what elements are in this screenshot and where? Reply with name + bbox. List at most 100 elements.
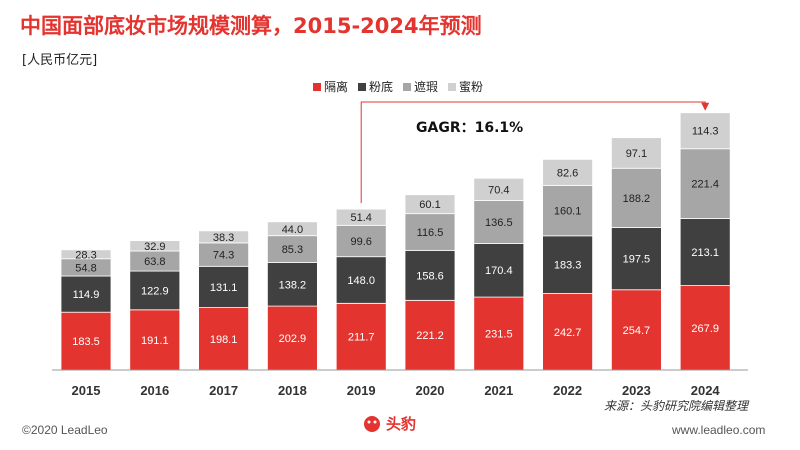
legend-swatch [448, 82, 457, 91]
data-label-2019-s3: 51.4 [350, 212, 371, 224]
bars-group: 183.5 114.9 54.828.3 191.1 122.9 63.8 32.9 198.… [60, 112, 731, 371]
bar-segment-2015-s1 [60, 275, 112, 313]
data-label-2024-s2: 221.4 [691, 179, 719, 191]
data-label-2023-s3: 97.1 [626, 148, 647, 160]
legend-item-foundation: 粉底 [358, 78, 393, 95]
bar-segment-2023-s3 [611, 137, 662, 169]
bar-segment-2019-s1 [335, 256, 387, 304]
bar-segment-2021-s1 [473, 243, 525, 298]
data-label-2021-s1: 170.4 [485, 265, 513, 277]
bar-segment-2017-s3 [198, 230, 250, 244]
legend-label: 遮瑕 [414, 80, 439, 94]
website-link[interactable]: www.leadleo.com [672, 423, 766, 437]
data-label-2016-s1: 122.9 [141, 285, 169, 297]
x-tick-label-2024: 2024 [691, 383, 721, 398]
data-label-2020-s1: 158.6 [416, 270, 444, 282]
data-label-2016-s2: 63.8 [144, 256, 165, 268]
data-label-2015-s1: 114.9 [73, 289, 100, 301]
source-note: 来源：头豹研究院编辑整理 [604, 399, 749, 413]
bar-segment-2019-s3 [335, 208, 387, 226]
legend-item-barrier: 隔离 [313, 78, 348, 95]
data-label-2020-s0: 221.2 [416, 330, 444, 342]
data-label-2023-s0: 254.7 [623, 325, 651, 337]
bar-segment-2021-s2 [473, 200, 525, 244]
data-label-2021-s0: 231.5 [485, 329, 513, 341]
data-label-2024-s1: 213.1 [691, 247, 719, 259]
bar-segment-2022-s2 [542, 184, 593, 237]
bar-segment-2020-s2 [404, 213, 456, 251]
x-tick-label-2015: 2015 [72, 383, 101, 398]
data-label-2021-s2: 136.5 [485, 217, 513, 229]
data-label-2017-s2: 74.3 [213, 250, 234, 262]
data-label-2018-s2: 85.3 [282, 244, 303, 256]
legend-swatch [358, 82, 367, 91]
bar-segment-2020-s3 [404, 194, 456, 215]
legend-label: 蜜粉 [459, 80, 484, 94]
data-label-2019-s0: 211.7 [348, 332, 375, 344]
cagr-annotation: GAGR：16.1% [416, 120, 523, 136]
legend-swatch [403, 82, 412, 91]
bar-segment-2016-s1 [129, 270, 181, 311]
data-label-2017-s0: 198.1 [210, 334, 238, 346]
data-label-2024-s3: 114.3 [692, 126, 719, 138]
bar-segment-2022-s1 [542, 235, 593, 294]
bar-segment-2023-s0 [611, 289, 662, 371]
data-label-2015-s3: 28.3 [75, 249, 96, 261]
bar-segment-2021-s0 [473, 296, 525, 371]
bar-segment-2024-s2 [679, 148, 731, 219]
data-label-2022-s0: 242.7 [554, 327, 582, 339]
bar-segment-2017-s1 [198, 265, 250, 308]
bar-segment-2024-s3 [679, 112, 731, 150]
bar-segment-2021-s3 [473, 177, 525, 201]
bar-segment-2017-s0 [198, 307, 250, 371]
bar-segment-2016-s3 [129, 240, 181, 252]
x-tick-label-2017: 2017 [209, 383, 238, 398]
data-label-2022-s1: 183.3 [554, 260, 582, 272]
data-label-2018-s3: 44.0 [282, 224, 303, 236]
data-label-2016-s3: 32.9 [144, 241, 165, 253]
bar-segment-2020-s0 [404, 299, 456, 371]
bar-segment-2018-s0 [266, 305, 318, 371]
logo-text: 头豹 [386, 415, 417, 433]
legend-label: 隔离 [324, 80, 349, 94]
bar-segment-2015-s3 [60, 249, 112, 260]
data-label-2022-s2: 160.1 [554, 206, 582, 218]
bar-segment-2018-s3 [266, 221, 318, 237]
brand-logo: 头豹 [362, 413, 416, 434]
cagr-arrow [360, 101, 710, 204]
x-tick-label-2018: 2018 [278, 383, 307, 398]
data-label-2021-s3: 70.4 [488, 184, 509, 196]
x-tick-label-2019: 2019 [347, 383, 376, 398]
data-label-2020-s2: 116.5 [417, 227, 444, 239]
data-label-2015-s2: 54.8 [75, 262, 96, 274]
data-label-2020-s3: 60.1 [419, 199, 440, 211]
legend-swatch [313, 82, 321, 91]
data-label-2019-s1: 148.0 [347, 275, 375, 287]
bar-segment-2022-s0 [542, 293, 593, 371]
bar-segment-2015-s0 [60, 311, 112, 371]
data-label-2019-s2: 99.6 [350, 236, 371, 248]
chart-title: 中国面部底妆市场规模测算，2015-2024年预测 [20, 14, 482, 38]
x-tick-label-2022: 2022 [553, 383, 582, 398]
bar-segment-2020-s1 [404, 249, 456, 301]
data-label-2016-s0: 191.1 [141, 335, 169, 347]
x-tick-label-2023: 2023 [622, 383, 651, 398]
x-tick-labels: 2015 2016 2017 2018 2019 2020 2021 2022 2023 2024 [72, 383, 721, 398]
legend: 隔离 粉底 遮瑕 蜜粉 [313, 78, 483, 95]
data-label-2024-s0: 267.9 [691, 323, 719, 335]
x-tick-label-2020: 2020 [416, 383, 445, 398]
bar-segment-2019-s2 [335, 224, 387, 258]
data-label-2022-s3: 82.6 [557, 167, 578, 179]
data-label-2018-s1: 138.2 [279, 279, 307, 291]
data-label-2023-s1: 197.5 [623, 254, 651, 266]
copyright-text: ©2020 LeadLeo [22, 423, 108, 437]
bar-segment-2018-s2 [266, 235, 318, 263]
data-label-2018-s0: 202.9 [279, 333, 307, 345]
data-label-2015-s0: 183.5 [72, 336, 100, 348]
x-tick-label-2016: 2016 [140, 383, 169, 398]
bar-segment-2019-s0 [335, 302, 387, 371]
data-label-2023-s2: 188.2 [623, 193, 651, 205]
legend-label: 粉底 [369, 80, 394, 94]
data-label-2017-s3: 38.3 [213, 232, 234, 244]
